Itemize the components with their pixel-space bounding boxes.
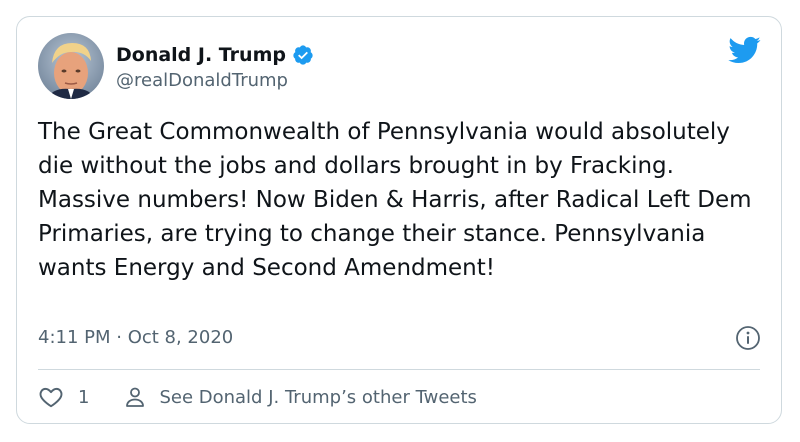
avatar[interactable] bbox=[38, 33, 104, 99]
person-icon bbox=[123, 385, 147, 409]
info-icon[interactable] bbox=[735, 325, 761, 351]
heart-icon bbox=[38, 384, 64, 410]
avatar-image bbox=[38, 33, 104, 99]
author-name-row[interactable]: Donald J. Trump bbox=[116, 41, 314, 69]
see-other-tweets-label: See Donald J. Trump’s other Tweets bbox=[159, 386, 477, 408]
verified-badge-icon bbox=[292, 44, 314, 66]
tweet-card: Donald J. Trump @realDonaldTrump The Gre… bbox=[16, 16, 782, 424]
divider bbox=[38, 369, 760, 370]
tweet-actions: 1 See Donald J. Trump’s other Tweets bbox=[38, 381, 477, 413]
display-name[interactable]: Donald J. Trump bbox=[116, 44, 286, 66]
like-button[interactable]: 1 bbox=[38, 384, 89, 410]
author-handle[interactable]: @realDonaldTrump bbox=[116, 70, 288, 91]
tweet-timestamp[interactable]: 4:11 PM · Oct 8, 2020 bbox=[38, 327, 234, 348]
tweet-text: The Great Commonwealth of Pennsylvania w… bbox=[38, 119, 752, 281]
twitter-bird-icon[interactable] bbox=[727, 35, 761, 65]
like-count: 1 bbox=[78, 386, 90, 408]
see-other-tweets-link[interactable]: See Donald J. Trump’s other Tweets bbox=[123, 385, 477, 409]
